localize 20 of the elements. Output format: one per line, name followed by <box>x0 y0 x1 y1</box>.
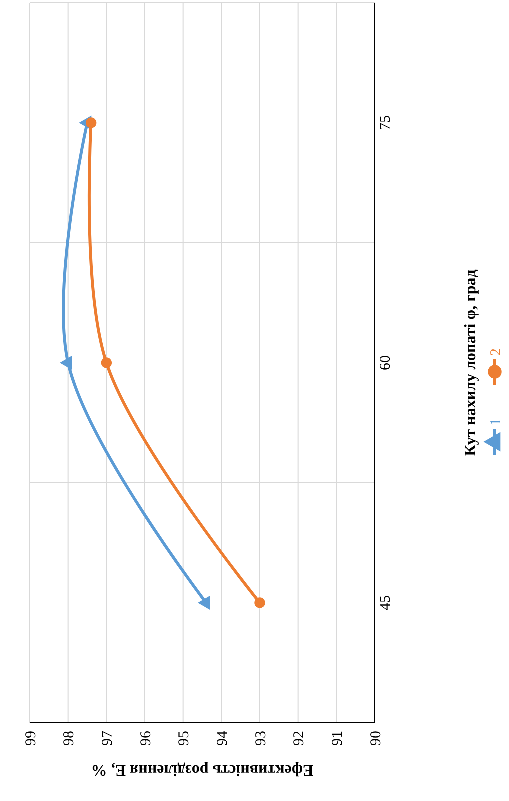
point <box>60 356 72 370</box>
text: 2 <box>488 348 504 356</box>
x-tick-label: 96 <box>138 730 154 746</box>
x-tick-label: 91 <box>330 731 346 746</box>
text: 1 <box>488 418 504 426</box>
y-tick-label: 60 <box>378 356 394 370</box>
y-tick-label: 45 <box>378 596 394 610</box>
x-tick-label: 94 <box>214 730 231 746</box>
x-tick-label: 92 <box>292 731 308 746</box>
x-tick-label: 98 <box>62 731 78 746</box>
x-tick-label: 93 <box>253 731 270 746</box>
x-tick-label: 99 <box>23 731 40 746</box>
y-axis-title: Кут нахилу лопаті φ, град <box>462 270 480 456</box>
x-tick-label: 97 <box>100 730 116 746</box>
y-tick-label: 75 <box>378 116 394 130</box>
x-tick-label: 90 <box>368 731 384 746</box>
x-axis-title: Ефективність розділення Е, % <box>91 761 314 778</box>
point <box>254 598 266 608</box>
point <box>198 596 210 610</box>
x-tick-label: 95 <box>176 731 193 746</box>
